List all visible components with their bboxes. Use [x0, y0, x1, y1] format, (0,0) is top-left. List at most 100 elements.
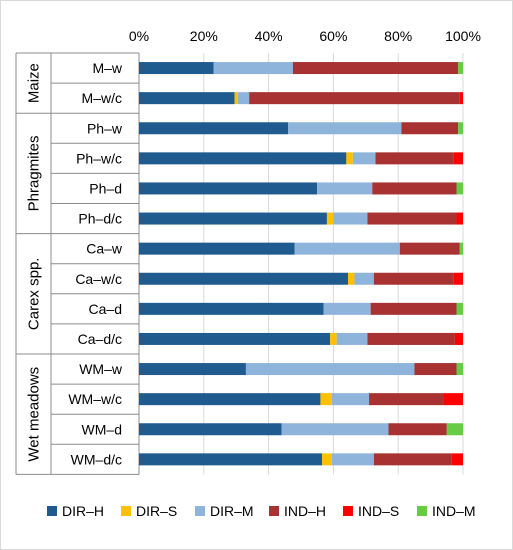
legend-label: DIR–S: [136, 503, 177, 519]
bar-segment-dir-h: [139, 272, 348, 285]
bar-segment-ind-m: [458, 122, 463, 135]
legend-label: DIR–H: [62, 503, 104, 519]
legend-label: IND–H: [284, 503, 326, 519]
bar-segment-dir-h: [139, 393, 321, 406]
category-label: WM–w/c: [68, 391, 122, 407]
bar-segment-ind-h: [370, 302, 457, 315]
bar-segment-ind-h: [367, 332, 455, 345]
group-label: Carex spp.: [26, 258, 43, 331]
category-label: Ph–d: [89, 180, 122, 196]
bar-segment-dir-s: [330, 332, 337, 345]
bar-segment-ind-m: [456, 302, 463, 315]
bar-segment-dir-h: [139, 453, 323, 466]
bar-segment-dir-m: [331, 453, 374, 466]
bar-segment-dir-s: [320, 393, 332, 406]
group-labels: Maize Phragmites Carex spp. Wet meadows: [26, 63, 43, 461]
bar-segment-dir-h: [139, 182, 318, 195]
category-label: M–w: [92, 60, 122, 76]
bar-segment-dir-h: [139, 302, 324, 315]
bar-segment-ind-h: [369, 393, 444, 406]
legend-label: DIR–M: [210, 503, 254, 519]
group-label: Phragmites: [26, 135, 43, 211]
group-label: Maize: [26, 63, 43, 103]
bar-segment-ind-h: [373, 453, 452, 466]
legend-swatch-dir-h: [47, 506, 57, 516]
bar-segment-dir-m: [288, 122, 402, 135]
x-tick-label: 80%: [384, 28, 412, 44]
bar-segment-ind-h: [249, 92, 460, 105]
bar-segment-ind-h: [372, 182, 457, 195]
x-tick-label: 0%: [129, 28, 149, 44]
bar-segment-dir-m: [281, 423, 389, 436]
category-label: Ph–d/c: [78, 211, 122, 227]
legend-label: IND–S: [358, 503, 399, 519]
category-label: WM–w: [79, 361, 123, 377]
bar-segment-dir-m: [317, 182, 373, 195]
category-label: Ca–d: [89, 301, 122, 317]
bar-segment-dir-m: [336, 332, 368, 345]
legend-swatch-ind-s: [343, 506, 353, 516]
legend-swatch-ind-m: [417, 506, 427, 516]
bar-segment-ind-s: [451, 453, 463, 466]
bar-segment-ind-m: [456, 182, 463, 195]
category-label: WM–d/c: [71, 451, 122, 467]
legend-swatch-ind-h: [269, 506, 279, 516]
x-tick-label: 60%: [319, 28, 347, 44]
bar-segment-dir-h: [139, 332, 331, 345]
category-table-lines: [15, 52, 140, 475]
bar-segment-dir-h: [139, 212, 327, 225]
bar-segment-ind-s: [459, 92, 463, 105]
bar-segment-dir-m: [213, 62, 293, 75]
bar-segment-dir-h: [139, 242, 295, 255]
bar-segment-ind-h: [292, 62, 459, 75]
bars: [139, 62, 463, 466]
bar-segment-ind-h: [388, 423, 447, 436]
x-tick-label: 20%: [190, 28, 218, 44]
bar-segment-dir-h: [139, 122, 289, 135]
bar-segment-dir-m: [331, 393, 370, 406]
bar-segment-dir-m: [245, 363, 415, 376]
bar-segment-dir-s: [326, 212, 334, 225]
category-label: WM–d: [82, 421, 122, 437]
bar-segment-ind-h: [399, 242, 460, 255]
bar-segment-ind-h: [373, 272, 454, 285]
bar-segment-ind-h: [367, 212, 457, 225]
bar-segment-ind-h: [375, 152, 454, 165]
x-tick-label: 100%: [445, 28, 481, 44]
bar-segment-dir-m: [323, 302, 371, 315]
bar-segment-dir-m: [352, 152, 376, 165]
category-label: Ca–w/c: [75, 271, 122, 287]
bar-segment-dir-h: [139, 62, 214, 75]
bar-segment-dir-m: [237, 92, 250, 105]
legend-swatch-dir-s: [121, 506, 131, 516]
category-label: Ph–w/c: [76, 150, 122, 166]
bar-segment-ind-m: [456, 363, 463, 376]
bar-segment-dir-h: [139, 92, 235, 105]
category-label: Ph–w: [87, 120, 123, 136]
legend-label: IND–M: [432, 503, 476, 519]
bar-segment-ind-m: [459, 242, 463, 255]
bar-segment-ind-s: [454, 332, 463, 345]
category-labels: M–w M–w/c Ph–w Ph–w/c Ph–d Ph–d/c Ca–w Ca–w/c Ca…: [68, 60, 123, 467]
bar-segment-ind-s: [443, 393, 463, 406]
bar-segment-dir-s: [322, 453, 332, 466]
bar-segment-ind-h: [401, 122, 459, 135]
x-axis-tick-labels: 0% 20% 40% 60% 80% 100%: [129, 28, 481, 44]
bar-segment-ind-m: [446, 423, 463, 436]
bar-segment-ind-h: [414, 363, 457, 376]
legend: DIR–H DIR–S DIR–M IND–H IND–S IND–M: [47, 503, 476, 519]
category-label: Ca–w: [86, 241, 123, 257]
bar-segment-ind-s: [456, 212, 463, 225]
bar-segment-dir-h: [139, 152, 347, 165]
bar-segment-dir-h: [139, 423, 282, 436]
bar-segment-dir-m: [294, 242, 400, 255]
legend-swatch-dir-m: [195, 506, 205, 516]
category-label: M–w/c: [82, 90, 122, 106]
bar-segment-dir-m: [333, 212, 368, 225]
bar-segment-dir-s: [347, 272, 355, 285]
bar-segment-ind-s: [453, 272, 463, 285]
bar-segment-dir-s: [234, 92, 238, 105]
category-label: Ca–d/c: [78, 331, 122, 347]
bar-segment-dir-m: [354, 272, 374, 285]
